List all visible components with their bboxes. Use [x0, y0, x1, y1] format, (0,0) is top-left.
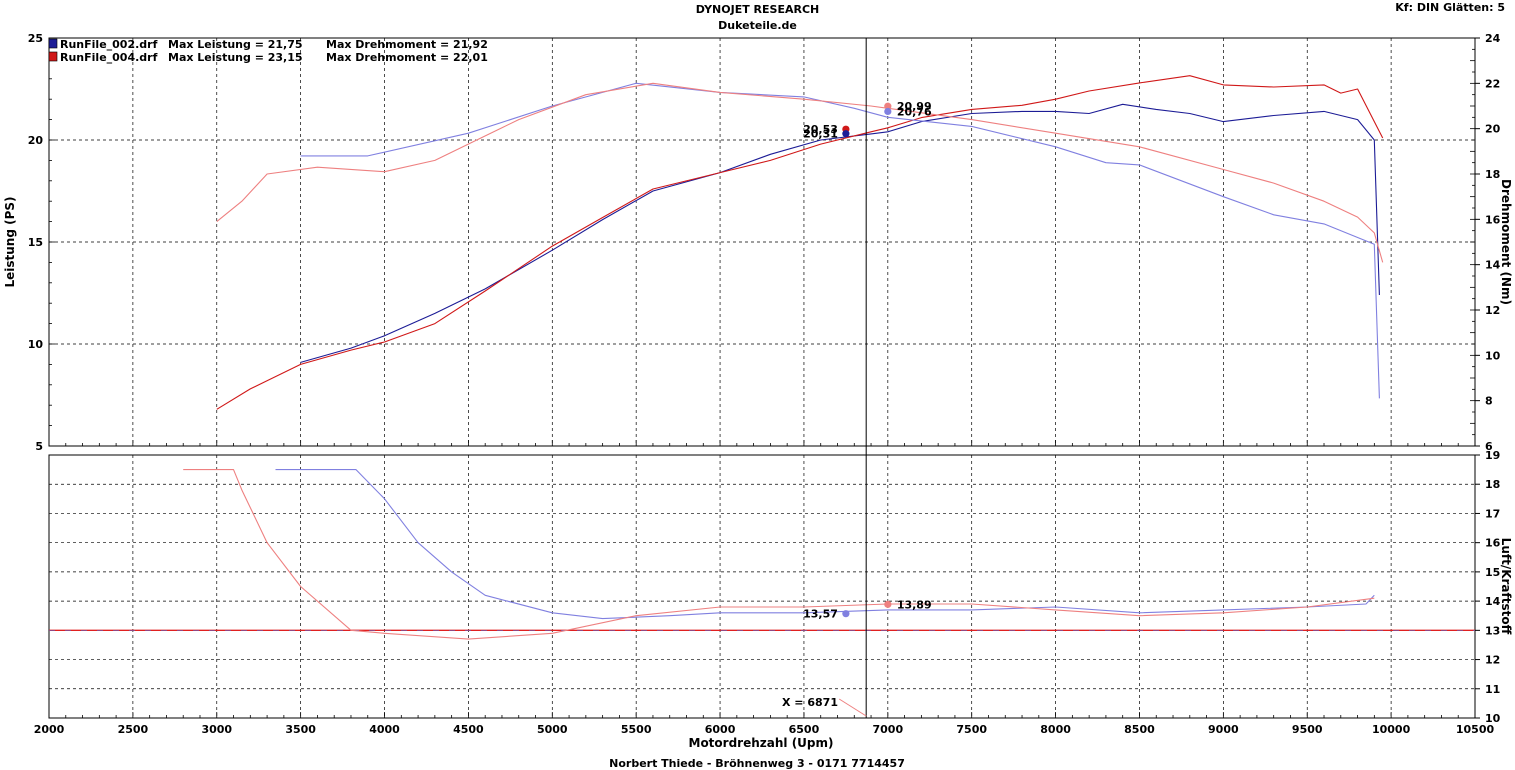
y-tick-label: 15: [28, 236, 43, 249]
power-torque-marker-label: 20,31: [803, 128, 838, 141]
legend-swatch-run004[interactable]: [48, 51, 58, 62]
x-tick-label: 2500: [118, 723, 149, 736]
legend-drehmoment-run004: Max Drehmoment = 22,01: [326, 51, 488, 64]
footer-credit: Norbert Thiede - Bröhnenweg 3 - 0171 771…: [609, 757, 905, 770]
afr-tick-label: 14: [1485, 595, 1501, 608]
cursor-readout-leader: [838, 698, 867, 717]
x-tick-label: 7000: [873, 723, 904, 736]
y-tick-label: 20: [28, 134, 44, 147]
legend-file-run002: RunFile_002.drf: [60, 38, 158, 51]
afr-tick-label: 15: [1485, 566, 1500, 579]
x-tick-label: 10500: [1456, 723, 1495, 736]
y-tick-label: 10: [28, 338, 44, 351]
power-torque-marker-label: 20,76: [897, 105, 932, 118]
power-torque-marker-dot: [884, 102, 892, 110]
legend-leistung-run002: Max Leistung = 21,75: [168, 38, 303, 51]
power-torque-marker-dot: [842, 130, 850, 138]
y2-tick-label: 10: [1485, 349, 1501, 362]
y2-tick-label: 22: [1485, 77, 1500, 90]
x-tick-label: 8500: [1124, 723, 1155, 736]
afr-tick-label: 16: [1485, 537, 1501, 550]
x-tick-label: 3500: [285, 723, 316, 736]
y2-tick-label: 12: [1485, 304, 1500, 317]
series-line-drehmoment-run002: [300, 82, 1380, 399]
y2-axis-label-luft-kraftstoff: Luft/Kraftstoff: [1499, 538, 1513, 635]
afr-tick-label: 10: [1485, 712, 1501, 725]
series-line-drehmoment-run004: [216, 82, 1384, 263]
series-line-leistung-run004: [216, 75, 1384, 410]
power-torque-marker-label: 20,99: [897, 100, 932, 113]
y2-tick-label: 16: [1485, 213, 1501, 226]
x-tick-label: 9000: [1208, 723, 1239, 736]
legend-leistung-run004: Max Leistung = 23,15: [168, 51, 303, 64]
legend-swatch-run002[interactable]: [48, 38, 58, 49]
legend-drehmoment-run002: Max Drehmoment = 21,92: [326, 38, 488, 51]
cursor-readout: X = 6871: [782, 696, 838, 709]
x-tick-label: 10000: [1372, 723, 1411, 736]
afr-tick-label: 17: [1485, 507, 1500, 520]
y2-tick-label: 14: [1485, 259, 1501, 272]
x-tick-label: 9500: [1292, 723, 1323, 736]
bottom-plot-frame: [48, 454, 1476, 719]
afr-tick-label: 11: [1485, 683, 1500, 696]
x-tick-label: 7500: [956, 723, 987, 736]
y2-tick-label: 6: [1485, 440, 1493, 453]
x-tick-label: 8000: [1040, 723, 1071, 736]
x-tick-label: 5000: [537, 723, 568, 736]
x-tick-label: 5500: [621, 723, 652, 736]
y2-tick-label: 24: [1485, 32, 1501, 45]
settings-label: Kf: DIN Glätten: 5: [1395, 1, 1505, 14]
x-tick-label: 4000: [369, 723, 400, 736]
legend-file-run004: RunFile_004.drf: [60, 51, 158, 64]
y2-tick-label: 18: [1485, 168, 1500, 181]
afr-marker-label: 13,89: [897, 598, 932, 611]
x-axis-label: Motordrehzahl (Upm): [689, 736, 834, 750]
afr-tick-label: 12: [1485, 654, 1500, 667]
afr-tick-label: 13: [1485, 624, 1500, 637]
x-tick-label: 4500: [453, 723, 484, 736]
afr-marker-dot: [884, 600, 892, 608]
afr-tick-label: 19: [1485, 449, 1500, 462]
x-tick-label: 6000: [705, 723, 736, 736]
x-tick-label: 2000: [34, 723, 65, 736]
afr-marker-label: 13,57: [803, 608, 838, 621]
afr-marker-dot: [842, 610, 850, 618]
power-torque-marker-dot: [884, 107, 892, 116]
y-axis-label-leistung: Leistung (PS): [3, 196, 17, 287]
y2-tick-label: 8: [1485, 395, 1493, 408]
afr-tick-label: 18: [1485, 478, 1500, 491]
chart-title: DYNOJET RESEARCH: [695, 3, 820, 16]
series-line-afr-run002: [275, 469, 1375, 620]
chart-subtitle: Duketeile.de: [718, 19, 797, 32]
power-torque-marker-label: 20,53: [803, 123, 838, 136]
y-tick-label: 25: [28, 32, 43, 45]
x-tick-label: 6500: [789, 723, 820, 736]
y-tick-label: 5: [35, 440, 43, 453]
y2-tick-label: 20: [1485, 123, 1501, 136]
y2-axis-label-drehmoment: Drehmoment (Nm): [1499, 179, 1513, 305]
series-line-afr-run004: [183, 469, 1375, 640]
x-tick-label: 3000: [201, 723, 232, 736]
